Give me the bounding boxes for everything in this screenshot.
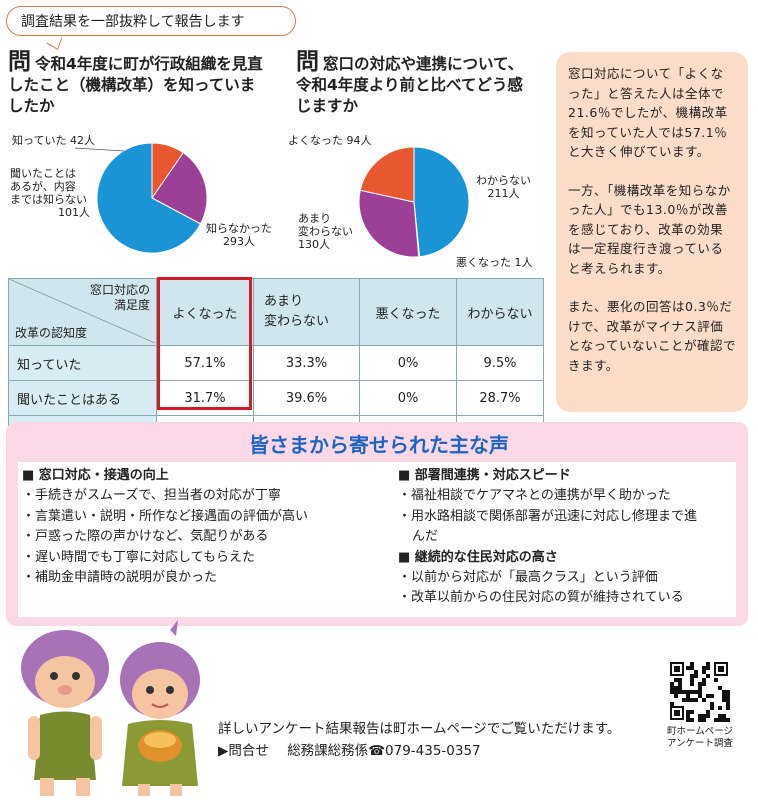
pie-charts bbox=[74, 142, 470, 258]
table-cell: 57.1% bbox=[156, 345, 254, 381]
q1-question: 問令和4年度に町が行政組織を見直したこと（機構改革）を知っていましたか bbox=[8, 49, 270, 117]
contact-phone[interactable]: 079-435-0357 bbox=[385, 743, 481, 759]
table-row: 知っていた 57.1% 33.3% 0% 9.5% bbox=[8, 345, 544, 381]
row-header: 知っていた bbox=[8, 345, 157, 381]
q2-label-dk-1: わからない bbox=[476, 174, 531, 187]
q2-label-dk-2: 211人 bbox=[487, 187, 520, 200]
voices-right: ■ 部署間連携・対応スピード ・福祉相談でケアマネとの連携が早く助かった ・用水… bbox=[398, 466, 738, 609]
contact-label: ▶問合せ bbox=[218, 743, 269, 759]
col-header: あまり 変わらない bbox=[253, 278, 360, 346]
voice-item: ・補助金申請時の説明が良かった bbox=[22, 570, 218, 585]
corner-top-1: 窓口対応の bbox=[89, 283, 150, 297]
table-cell: 39.6% bbox=[253, 380, 360, 416]
table-row: 聞いたことはある 31.7% 39.6% 0% 28.7% bbox=[8, 380, 544, 416]
leader-line bbox=[74, 147, 125, 152]
q2-text: 窓口の対応や連携について、令和4年度より前と比べてどう感じますか bbox=[296, 55, 524, 115]
table-cell: 28.7% bbox=[456, 380, 544, 416]
voice-item: ・言葉遣い・説明・所作など接遇面の評価が高い bbox=[22, 508, 309, 524]
pie-slice-heard bbox=[151, 152, 208, 225]
voices-right-head1: ■ 部署間連携・対応スピード bbox=[398, 468, 571, 483]
q2-question: 問窓口の対応や連携について、令和4年度より前と比べてどう感じますか bbox=[296, 49, 536, 117]
col-header: 悪くなった bbox=[359, 278, 457, 346]
col-header: わからない bbox=[456, 278, 544, 346]
summary-p3: また、悪化の回答は0.3％だけで、改革がマイナス評価となっていないことが確認でき… bbox=[568, 299, 737, 373]
voices-title: 皆さまから寄せられた主な声 bbox=[249, 433, 509, 457]
q1-label-heard: 聞いたことは あるが、内容 までは知らない 101人 bbox=[10, 167, 90, 219]
footer-contact: ▶問合せ 総務課総務係☎079-435-0357 bbox=[218, 740, 481, 762]
q1-label-knew: 知っていた 42人 bbox=[12, 134, 95, 147]
voices-left-head: ■ 窓口対応・接遇の向上 bbox=[22, 468, 169, 483]
pie-slice-better bbox=[359, 146, 415, 203]
q1-label-not-1: 知らなかった bbox=[206, 222, 272, 235]
q1-label-heard-3: までは知らない bbox=[10, 193, 87, 206]
qr-caption-2: アンケート調査 bbox=[666, 738, 734, 749]
mascot-left-icon bbox=[21, 630, 109, 796]
col-header: よくなった bbox=[156, 278, 254, 346]
summary-box: 窓口対応について「よくなった」と答えた人は全体で21.6％でしたが、機構改革を知… bbox=[556, 52, 748, 412]
q2-label-worse: 悪くなった 1人 bbox=[456, 256, 533, 269]
q1-label-heard-4: 101人 bbox=[58, 206, 90, 219]
pie-chart-satisfaction bbox=[358, 146, 470, 258]
pie-chart-awareness bbox=[96, 142, 208, 254]
q2-label-dk: わからない 211人 bbox=[476, 174, 531, 200]
pie-slice-dont-know bbox=[413, 146, 470, 258]
qr-caption: 町ホームページ アンケート調査 bbox=[660, 726, 740, 750]
corner-top-2: 満足度 bbox=[113, 298, 150, 312]
header-bubble: 調査結果を一部抜粋して報告します bbox=[6, 6, 296, 36]
voices-right-head2: ■ 継続的な住民対応の高さ bbox=[398, 549, 558, 565]
table-cell: 9.5% bbox=[456, 345, 544, 381]
voice-item: ・福祉相談でケアマネとの連携が早く助かった bbox=[398, 488, 671, 503]
q1-label-heard-2: あるが、内容 bbox=[10, 180, 76, 193]
q2-label-same-1: あまり bbox=[298, 212, 331, 225]
qr-caption-1: 町ホームページ bbox=[666, 726, 734, 737]
corner-diagonal bbox=[9, 279, 155, 343]
q1-text: 令和4年度に町が行政組織を見直したこと（機構改革）を知っていましたか bbox=[8, 55, 263, 115]
footer-line1: 詳しいアンケート結果報告は町ホームページでご覧いただけます。 bbox=[218, 721, 621, 737]
q1-label-heard-1: 聞いたことは bbox=[10, 167, 76, 180]
table-header-row: 窓口対応の 満足度 改革の認知度 よくなった あまり 変わらない 悪くなった わ… bbox=[8, 278, 544, 346]
summary-p1: 窓口対応について「よくなった」と答えた人は全体で21.6％でしたが、機構改革を知… bbox=[568, 66, 728, 159]
voice-item: ・以前から対応が「最高クラス」という評価 bbox=[398, 569, 658, 585]
voice-item: ・改革以前からの住民対応の質が維持されている bbox=[398, 590, 684, 605]
mascot-right-icon bbox=[120, 620, 200, 796]
voice-item: ・遅い時間でも丁寧に対応してもらえた bbox=[22, 549, 255, 565]
voice-item: ・用水路相談で関係部署が迅速に対応し修理まで進 bbox=[398, 508, 698, 524]
corner-bottom: 改革の認知度 bbox=[15, 326, 88, 340]
q1-mark: 問 bbox=[8, 49, 31, 75]
voices-left: ■ 窓口対応・接遇の向上 ・手続きがスムーズで、担当者の対応が丁寧 ・言葉遣い・… bbox=[22, 466, 372, 589]
q1-label-not: 知らなかった 293人 bbox=[206, 222, 272, 248]
row-header: 聞いたことはある bbox=[8, 380, 157, 416]
pie-slice-same bbox=[358, 189, 420, 258]
corner-top: 窓口対応の 満足度 bbox=[90, 283, 150, 313]
voice-item: ・戸惑った際の声かけなど、気配りがある bbox=[22, 529, 269, 544]
q2-label-same-3: 130人 bbox=[298, 238, 330, 251]
voice-item: ・手続きがスムーズで、担当者の対応が丁寧 bbox=[22, 488, 281, 503]
table-corner: 窓口対応の 満足度 改革の認知度 bbox=[8, 278, 157, 346]
voices-inner bbox=[18, 462, 736, 617]
table-cell: 0% bbox=[359, 380, 457, 416]
voice-item-cont: んだ bbox=[412, 529, 439, 544]
q1-label-not-2: 293人 bbox=[223, 235, 255, 248]
table-cell: 0% bbox=[359, 345, 457, 381]
highlight-box bbox=[157, 277, 252, 410]
qr-code[interactable] bbox=[668, 660, 730, 722]
table-cell: 33.3% bbox=[253, 345, 360, 381]
q2-mark: 問 bbox=[296, 49, 319, 75]
q2-label-same-2: 変わらない bbox=[298, 225, 353, 238]
contact-dept: 総務課総務係 bbox=[287, 743, 369, 759]
q2-label-better: よくなった 94人 bbox=[288, 134, 372, 147]
phone-icon: ☎ bbox=[368, 743, 386, 759]
summary-p2: 一方、「機構改革を知らなかった人」でも13.0％が改善を感じており、改革の効果は… bbox=[568, 182, 731, 276]
q2-label-same: あまり 変わらない 130人 bbox=[298, 212, 353, 251]
mascot-illustration bbox=[21, 620, 200, 796]
